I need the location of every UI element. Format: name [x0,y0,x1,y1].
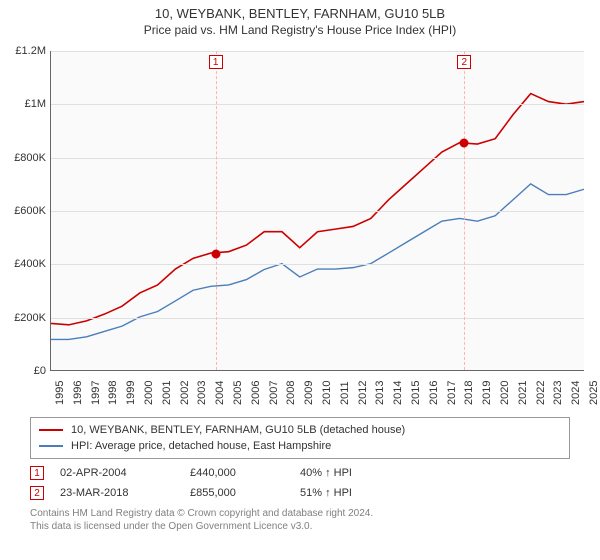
chart-subtitle: Price paid vs. HM Land Registry's House … [0,21,600,41]
plot-region: 12 [50,51,584,371]
x-axis-label: 2002 [179,375,183,405]
x-axis-label: 2025 [588,375,592,405]
y-axis-label: £400K [2,258,46,270]
series-property [51,94,584,325]
x-axis-label: 1998 [107,375,111,405]
footer: Contains HM Land Registry data © Crown c… [30,507,570,533]
transaction-badge: 2 [30,486,44,500]
transaction-row: 1 02-APR-2004£440,00040% ↑ HPI [30,463,570,483]
x-axis-label: 1999 [125,375,129,405]
legend-swatch [39,445,63,447]
series-hpi [51,184,584,340]
transaction-date: 23-MAR-2018 [60,487,190,499]
x-axis-label: 2016 [428,375,432,405]
x-axis-label: 2001 [161,375,165,405]
x-axis-label: 2014 [392,375,396,405]
y-axis-label: £1M [2,98,46,110]
transaction-dot [211,249,220,258]
transaction-price: £855,000 [190,487,300,499]
x-axis-label: 2022 [535,375,539,405]
transaction-table: 1 02-APR-2004£440,00040% ↑ HPI 2 23-MAR-201… [30,463,570,503]
x-axis-label: 1995 [54,375,58,405]
gridline [51,318,584,319]
x-axis-label: 2005 [232,375,236,405]
y-axis-label: £600K [2,205,46,217]
x-axis-label: 2017 [446,375,450,405]
x-axis-label: 2019 [481,375,485,405]
x-axis-label: 1996 [72,375,76,405]
gridline [51,104,584,105]
marker-badge: 1 [209,55,223,69]
x-axis-label: 2003 [196,375,200,405]
y-axis-label: £800K [2,152,46,164]
x-axis-label: 2012 [357,375,361,405]
gridline [51,51,584,52]
x-axis-label: 2000 [143,375,147,405]
footer-line-1: Contains HM Land Registry data © Crown c… [30,507,570,520]
transaction-row: 2 23-MAR-2018£855,00051% ↑ HPI [30,483,570,503]
x-axis-label: 2009 [303,375,307,405]
legend-item: 10, WEYBANK, BENTLEY, FARNHAM, GU10 5LB … [39,422,561,438]
y-axis-label: £200K [2,312,46,324]
transaction-badge: 1 [30,466,44,480]
legend-label: 10, WEYBANK, BENTLEY, FARNHAM, GU10 5LB … [71,424,405,436]
gridline [51,158,584,159]
legend-swatch [39,429,63,431]
marker-line [464,51,465,370]
x-axis-label: 2004 [214,375,218,405]
transaction-pct: 40% ↑ HPI [300,467,420,479]
legend-item: HPI: Average price, detached house, East… [39,438,561,454]
gridline [51,264,584,265]
x-axis-label: 2015 [410,375,414,405]
footer-line-2: This data is licensed under the Open Gov… [30,520,570,533]
marker-line [216,51,217,370]
x-axis-label: 2008 [285,375,289,405]
x-axis-label: 2023 [552,375,556,405]
x-axis-label: 2024 [570,375,574,405]
y-axis-label: £0 [2,365,46,377]
x-axis-label: 2011 [339,375,343,405]
legend-label: HPI: Average price, detached house, East… [71,440,331,452]
x-axis-label: 1997 [90,375,94,405]
x-axis-label: 2006 [250,375,254,405]
transaction-price: £440,000 [190,467,300,479]
x-axis-label: 2021 [517,375,521,405]
y-axis-label: £1.2M [2,45,46,57]
transaction-dot [460,139,469,148]
gridline [51,211,584,212]
chart-container: 10, WEYBANK, BENTLEY, FARNHAM, GU10 5LB … [0,0,600,560]
x-axis-label: 2018 [463,375,467,405]
x-axis-label: 2020 [499,375,503,405]
x-axis-label: 2013 [374,375,378,405]
chart-title: 10, WEYBANK, BENTLEY, FARNHAM, GU10 5LB [0,0,600,21]
x-axis-label: 2007 [268,375,272,405]
transaction-date: 02-APR-2004 [60,467,190,479]
transaction-pct: 51% ↑ HPI [300,487,420,499]
legend: 10, WEYBANK, BENTLEY, FARNHAM, GU10 5LB … [30,417,570,459]
marker-badge: 2 [457,55,471,69]
chart-area: 12 £0£200K£400K£600K£800K£1M£1.2M1995199… [0,41,600,411]
x-axis-label: 2010 [321,375,325,405]
